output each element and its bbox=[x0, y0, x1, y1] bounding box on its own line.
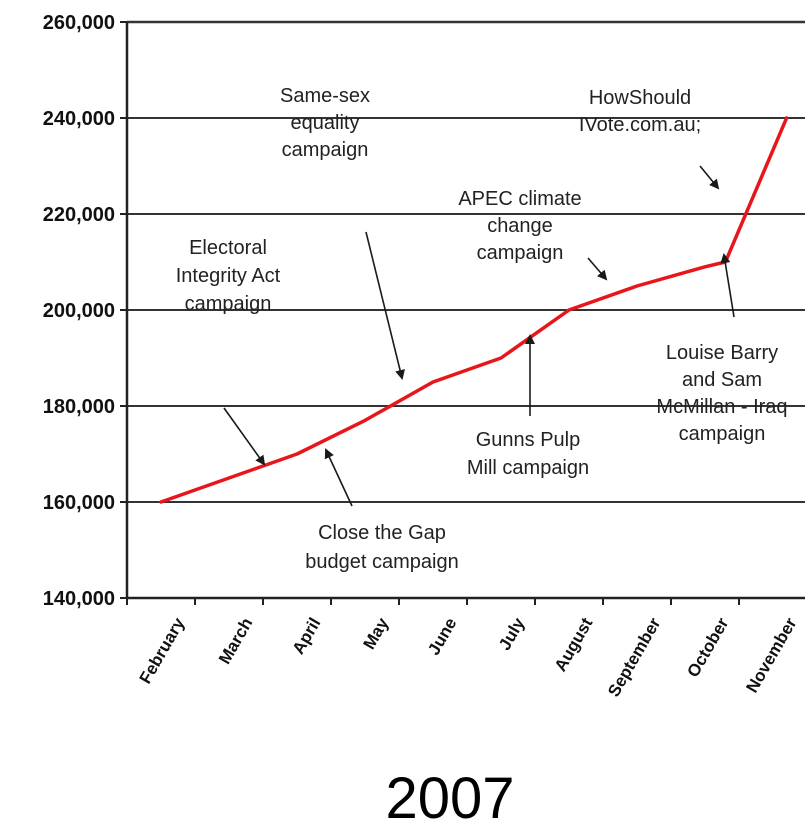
arrow-closegap bbox=[324, 448, 353, 507]
annotation-line: Close the Gap bbox=[318, 522, 446, 544]
annotation-line: McMillan - Iraq bbox=[656, 396, 787, 418]
x-tick-label: September bbox=[604, 614, 665, 700]
y-tick-label: 260,000 bbox=[43, 12, 115, 34]
annotation-line: Louise Barry bbox=[666, 342, 778, 364]
annotation-howshould: HowShould IVote.com.au; bbox=[579, 87, 701, 136]
annotation-line: Mill campaign bbox=[467, 457, 589, 479]
annotations: Same-sex equality campaign HowShould IVote.c… bbox=[176, 85, 788, 573]
annotation-line: campaign bbox=[679, 423, 766, 445]
x-tick-label: October bbox=[683, 614, 732, 680]
gridlines bbox=[127, 20, 805, 503]
series-line bbox=[159, 116, 789, 504]
x-tick-label: August bbox=[551, 614, 597, 674]
annotation-line: change bbox=[487, 215, 553, 237]
annotation-line: Electoral bbox=[189, 237, 267, 259]
y-tick-label: 160,000 bbox=[43, 492, 115, 514]
annotation-line: budget campaign bbox=[305, 551, 458, 573]
y-tick-label: 140,000 bbox=[43, 588, 115, 610]
annotation-gunns: Gunns Pulp Mill campaign bbox=[467, 429, 589, 479]
annotation-electoral: Electoral Integrity Act campaign bbox=[176, 237, 281, 315]
annotation-line: equality bbox=[291, 112, 360, 134]
annotation-line: Integrity Act bbox=[176, 265, 281, 287]
x-tick-label: February bbox=[136, 614, 189, 687]
x-tick-label: March bbox=[215, 615, 256, 668]
annotation-line: HowShould bbox=[589, 87, 691, 109]
annotation-line: campaign bbox=[282, 139, 369, 161]
annotation-line: campaign bbox=[185, 293, 272, 315]
x-tick-label: April bbox=[289, 615, 325, 658]
arrow-howshould bbox=[699, 165, 720, 190]
annotation-line: IVote.com.au; bbox=[579, 114, 701, 136]
arrow-louise bbox=[720, 253, 735, 318]
x-tick-label: June bbox=[424, 615, 460, 659]
x-axis-label: 2007 bbox=[385, 766, 514, 829]
annotation-same-sex: Same-sex equality campaign bbox=[280, 85, 370, 161]
annotation-line: Gunns Pulp bbox=[476, 429, 581, 451]
annotation-arrows bbox=[223, 165, 735, 507]
arrow-electoral bbox=[223, 407, 266, 466]
annotation-closegap: Close the Gap budget campaign bbox=[305, 522, 458, 573]
x-tick-label: July bbox=[495, 614, 529, 653]
y-tick-label: 240,000 bbox=[43, 108, 115, 130]
y-tick-label: 180,000 bbox=[43, 396, 115, 418]
series-layer bbox=[159, 116, 789, 504]
annotation-line: and Sam bbox=[682, 369, 762, 391]
x-tick-label: November bbox=[742, 614, 800, 696]
y-tick-label: 220,000 bbox=[43, 204, 115, 226]
annotation-apec: APEC climate change campaign bbox=[458, 188, 581, 264]
annotation-louise: Louise Barry and Sam McMillan - Iraq campai… bbox=[656, 342, 787, 445]
annotation-line: campaign bbox=[477, 242, 564, 264]
x-tick-label: May bbox=[359, 614, 392, 653]
y-tick-label: 200,000 bbox=[43, 300, 115, 322]
arrow-same-sex bbox=[365, 231, 405, 380]
annotation-line: Same-sex bbox=[280, 85, 370, 107]
annotation-line: APEC climate bbox=[458, 188, 581, 210]
arrow-apec bbox=[587, 257, 608, 281]
